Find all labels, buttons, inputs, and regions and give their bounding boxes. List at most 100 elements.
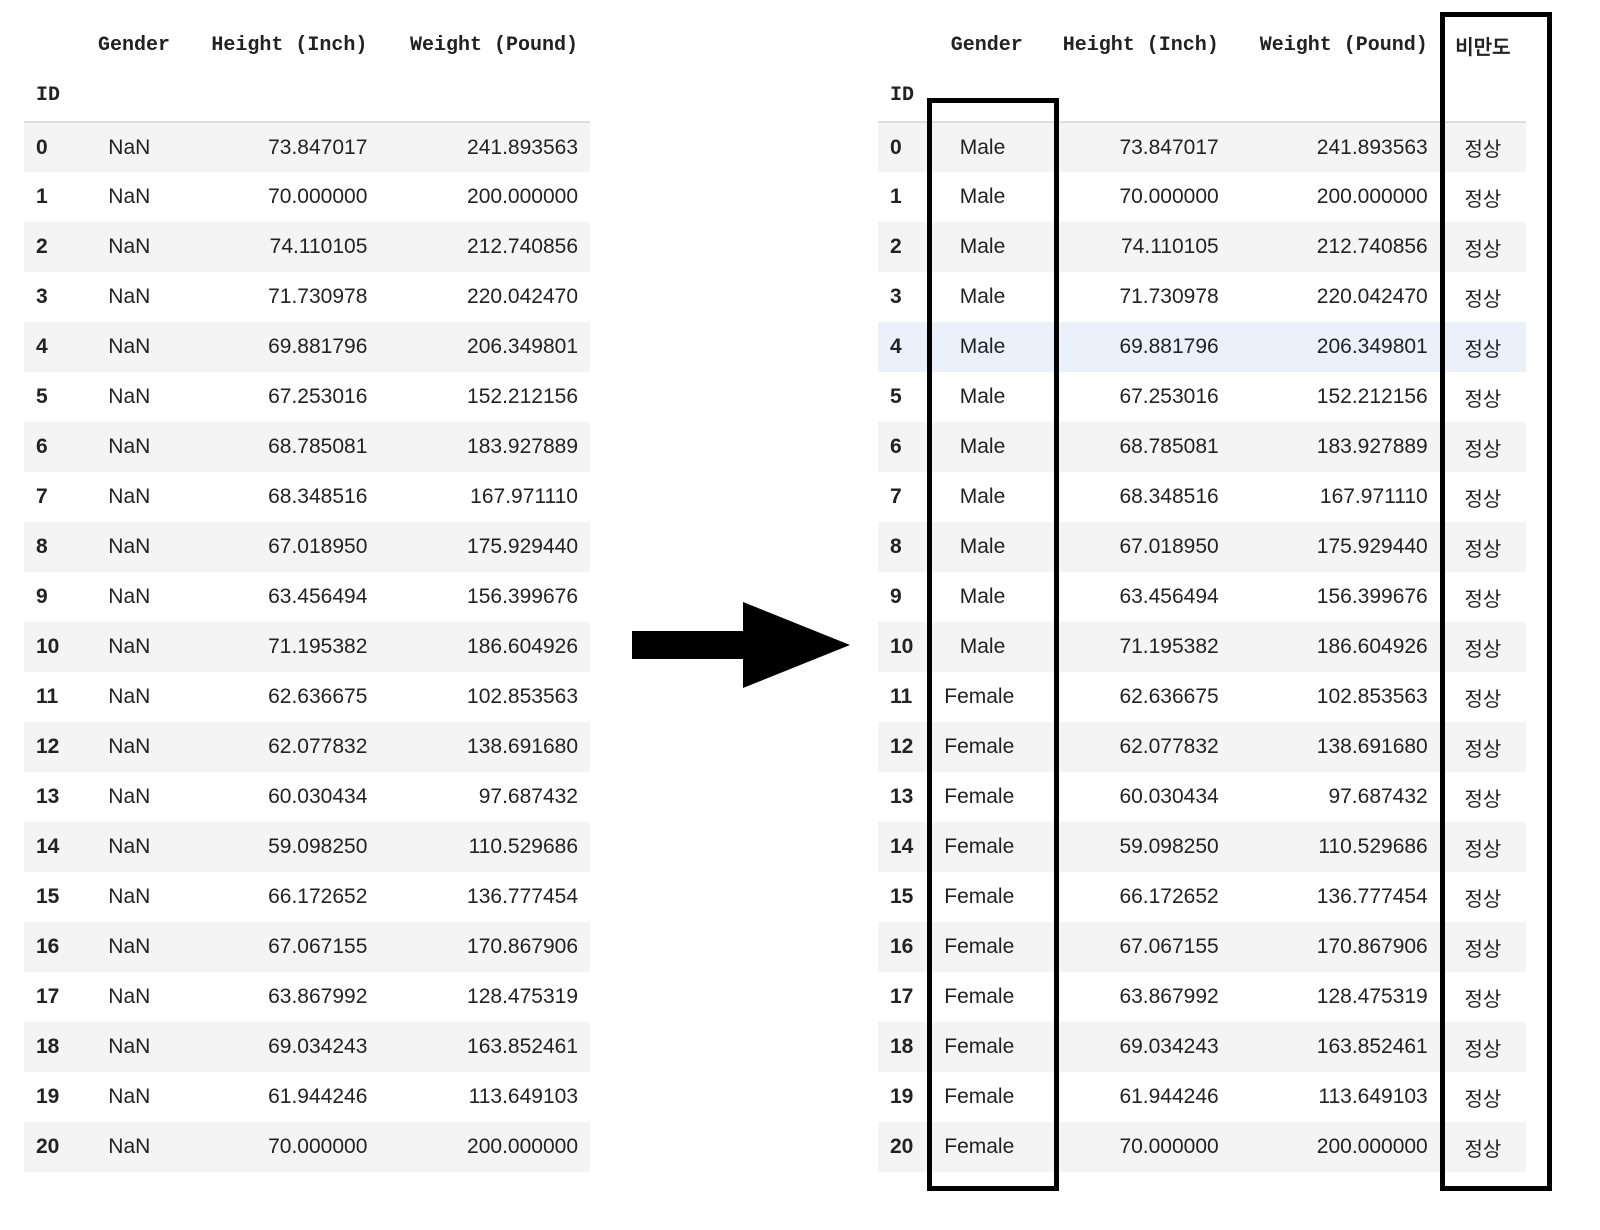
height-cell: 67.067155	[268, 935, 368, 958]
weight-cell: 156.399676	[1316, 585, 1428, 608]
weight-cell: 156.399676	[467, 585, 578, 608]
table-row: 19 NaN 61.944246 113.649103	[24, 1072, 590, 1122]
table-row: 14 Female 59.098250 110.529686 정상	[878, 822, 1526, 872]
row-index: 15	[890, 885, 914, 908]
table-row: 19 Female 61.944246 113.649103 정상	[878, 1072, 1526, 1122]
row-index: 3	[890, 285, 902, 308]
weight-cell: 152.212156	[1316, 385, 1428, 408]
row-index: 11	[36, 685, 59, 708]
index-name: ID	[36, 84, 61, 107]
table-row: 20 NaN 70.000000 200.000000	[24, 1122, 590, 1172]
gender-cell: NaN	[108, 1085, 151, 1108]
table-row: 10 NaN 71.195382 186.604926	[24, 622, 590, 672]
table-row: 2 Male 74.110105 212.740856 정상	[878, 222, 1526, 272]
gender-cell: Male	[959, 135, 1006, 159]
column-header-gender: Gender	[950, 33, 1023, 57]
row-index: 4	[36, 335, 48, 358]
row-index: 3	[36, 285, 48, 308]
height-cell: 70.000000	[268, 1135, 368, 1158]
weight-cell: 113.649103	[468, 1085, 578, 1108]
gender-cell: Female	[944, 1035, 1015, 1058]
gender-cell: NaN	[108, 1135, 151, 1158]
gender-cell: NaN	[108, 235, 151, 258]
weight-cell: 138.691680	[1316, 735, 1428, 758]
weight-cell: 167.971110	[470, 485, 578, 508]
weight-cell: 102.853563	[467, 685, 578, 708]
weight-cell: 97.687432	[478, 785, 578, 808]
gender-cell: NaN	[108, 585, 151, 608]
gender-cell: NaN	[108, 185, 151, 208]
height-cell: 70.000000	[1119, 1135, 1219, 1158]
gender-cell: NaN	[108, 135, 151, 159]
height-cell: 69.034243	[268, 1035, 368, 1058]
obesity-cell: 정상	[1464, 137, 1502, 161]
gender-cell: Male	[959, 285, 1006, 308]
gender-cell: NaN	[108, 835, 151, 858]
weight-cell: 97.687432	[1328, 785, 1428, 808]
row-index: 2	[36, 235, 48, 258]
obesity-cell: 정상	[1464, 836, 1502, 861]
row-index: 1	[36, 185, 48, 208]
right-arrow-icon	[632, 602, 850, 688]
column-header-gender: Gender	[97, 33, 170, 57]
height-cell: 63.867992	[1119, 985, 1219, 1008]
gender-cell: Female	[944, 1085, 1015, 1108]
weight-cell: 206.349801	[467, 335, 578, 358]
weight-cell: 110.529686	[1318, 835, 1428, 858]
gender-cell: NaN	[108, 535, 151, 558]
height-cell: 73.847017	[268, 135, 368, 159]
gender-cell: Male	[959, 535, 1006, 558]
height-cell: 62.077832	[1119, 735, 1219, 758]
weight-cell: 163.852461	[467, 1035, 578, 1058]
weight-cell: 183.927889	[467, 435, 578, 458]
table-row: 12 Female 62.077832 138.691680 정상	[878, 722, 1526, 772]
gender-cell: Female	[944, 835, 1015, 858]
gender-cell: Female	[944, 735, 1015, 758]
gender-cell: NaN	[108, 335, 151, 358]
weight-cell: 128.475319	[467, 985, 578, 1008]
row-index: 20	[36, 1135, 60, 1158]
table-row: 0 Male 73.847017 241.893563 정상	[878, 122, 1526, 172]
table-row: 10 Male 71.195382 186.604926 정상	[878, 622, 1526, 672]
row-index: 0	[890, 135, 902, 159]
height-cell: 62.636675	[1119, 685, 1219, 708]
row-index: 7	[36, 485, 48, 508]
weight-cell: 241.893563	[467, 135, 578, 159]
blank-header	[24, 20, 77, 70]
gender-cell: NaN	[108, 285, 151, 308]
row-index: 12	[36, 735, 60, 758]
row-index: 16	[890, 935, 914, 958]
row-index: 8	[36, 535, 48, 558]
gender-cell: NaN	[108, 1035, 151, 1058]
table-row: 18 NaN 69.034243 163.852461	[24, 1022, 590, 1072]
table-row: 17 Female 63.867992 128.475319 정상	[878, 972, 1526, 1022]
row-index: 7	[890, 485, 902, 508]
height-cell: 71.195382	[268, 635, 368, 658]
weight-cell: 113.649103	[1318, 1085, 1428, 1108]
obesity-cell: 정상	[1464, 936, 1502, 961]
gender-cell: Female	[944, 785, 1015, 808]
weight-cell: 220.042470	[1316, 285, 1428, 308]
table-row: 11 Female 62.636675 102.853563 정상	[878, 672, 1526, 722]
gender-cell: Female	[944, 885, 1015, 908]
weight-cell: 163.852461	[1316, 1035, 1428, 1058]
table-row: 18 Female 69.034243 163.852461 정상	[878, 1022, 1526, 1072]
table-row: 4 Male 69.881796 206.349801 정상	[878, 322, 1526, 372]
table-row: 5 Male 67.253016 152.212156 정상	[878, 372, 1526, 422]
right-table-body: 0 Male 73.847017 241.893563 정상 1 Male 70.000000…	[878, 122, 1526, 1172]
gender-cell: Female	[944, 935, 1015, 958]
weight-cell: 186.604926	[467, 635, 578, 658]
height-cell: 71.730978	[268, 285, 368, 308]
height-cell: 63.867992	[268, 985, 368, 1008]
gender-cell: Female	[944, 1135, 1015, 1158]
height-cell: 66.172652	[268, 885, 368, 908]
height-cell: 68.348516	[1119, 485, 1219, 508]
weight-cell: 220.042470	[467, 285, 578, 308]
weight-cell: 183.927889	[1316, 435, 1428, 458]
row-index: 20	[890, 1135, 914, 1158]
gender-cell: Male	[959, 485, 1006, 508]
obesity-cell: 정상	[1464, 436, 1502, 461]
height-cell: 74.110105	[269, 235, 368, 258]
obesity-cell: 정상	[1464, 1036, 1502, 1061]
row-index: 18	[36, 1035, 60, 1058]
